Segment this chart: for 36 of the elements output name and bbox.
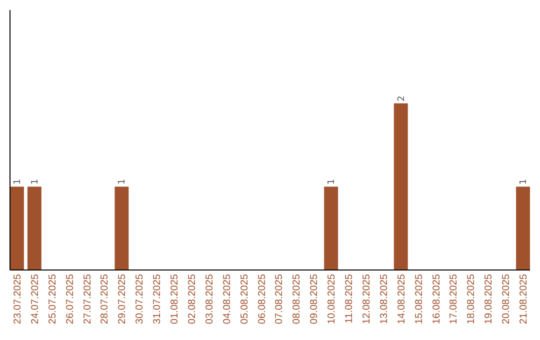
x-tick-label: 14.08.2025	[396, 274, 408, 324]
x-tick-label: 04.08.2025	[222, 274, 233, 324]
x-tick-label: 25.07.2025	[47, 274, 58, 324]
data-label: 1	[12, 178, 23, 185]
x-tick-label: 24.07.2025	[30, 274, 41, 324]
data-label: 2	[396, 96, 407, 102]
x-tick-label: 15.08.2025	[414, 274, 425, 324]
x-tick-label: 26.07.2025	[64, 274, 76, 324]
x-tick-label: 13.08.2025	[378, 274, 390, 324]
x-tick-label: 06.08.2025	[256, 274, 268, 324]
x-tick-label: 17.08.2025	[448, 274, 460, 324]
x-tick-label: 21.08.2025	[518, 274, 530, 324]
x-tick-label: 29.07.2025	[117, 274, 128, 324]
x-tick-label: 09.08.2025	[309, 274, 320, 324]
x-tick-label: 10.08.2025	[326, 274, 338, 324]
data-label: 1	[30, 178, 40, 185]
x-tick-label: 07.08.2025	[274, 274, 286, 324]
x-tick-label: 18.08.2025	[466, 274, 478, 324]
x-tick-label: 23.07.2025	[12, 274, 24, 324]
data-label: 1	[118, 178, 128, 185]
x-tick-label: 11.08.2025	[344, 274, 356, 324]
x-tick-label: 02.08.2025	[186, 274, 198, 324]
x-tick-label: 12.08.2025	[361, 274, 372, 324]
x-tick-label: 03.08.2025	[204, 274, 216, 324]
x-tick-label: 31.07.2025	[152, 274, 164, 324]
x-tick-label: 05.08.2025	[239, 274, 250, 324]
x-tick-label: 28.07.2025	[100, 274, 111, 324]
x-tick-label: 20.08.2025	[501, 274, 512, 324]
x-tick-label: 19.08.2025	[484, 274, 495, 324]
data-label: 1	[327, 178, 338, 185]
x-tick-label: 27.07.2025	[82, 274, 94, 324]
x-tick-label: 30.07.2025	[134, 274, 146, 324]
x-tick-label: 01.08.2025	[170, 274, 181, 324]
x-tick-label: 16.08.2025	[431, 274, 442, 324]
x-tick-label: 08.08.2025	[292, 274, 303, 324]
data-label: 1	[519, 178, 530, 185]
